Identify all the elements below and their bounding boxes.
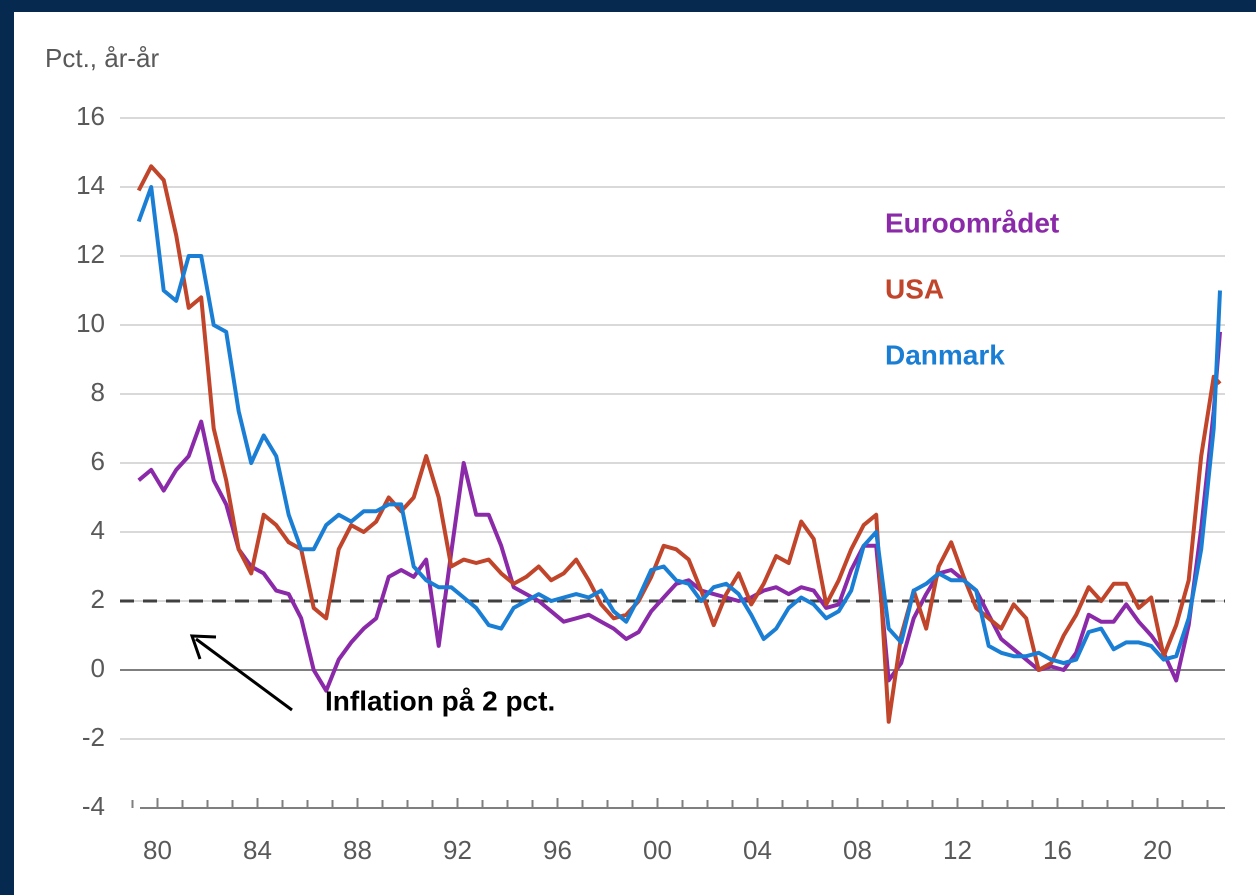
x-tick-label: 88 xyxy=(343,835,372,865)
panel xyxy=(14,12,1256,895)
x-tick-label: 80 xyxy=(143,835,172,865)
x-tick-label: 16 xyxy=(1043,835,1072,865)
arrow xyxy=(195,637,293,712)
y-tick-label: 10 xyxy=(76,308,105,338)
x-tick-label: 84 xyxy=(243,835,272,865)
y-tick-label: 4 xyxy=(91,515,105,545)
arrow-head xyxy=(189,634,217,660)
x-tick-label: 20 xyxy=(1143,835,1172,865)
x-tick-label: 08 xyxy=(843,835,872,865)
y-tick-label: -4 xyxy=(82,791,105,821)
annotation: Inflation på 2 pct. xyxy=(325,685,555,716)
x-tick-label: 92 xyxy=(443,835,472,865)
x-tick-label: 04 xyxy=(743,835,772,865)
y-tick-label: 2 xyxy=(91,584,105,614)
series-line xyxy=(136,185,1222,666)
y-tick-label: -2 xyxy=(82,722,105,752)
legend-label: Danmark xyxy=(885,339,1005,370)
y-tick-label: 16 xyxy=(76,101,105,131)
x-tick-label: 12 xyxy=(943,835,972,865)
y-tick-label: 8 xyxy=(91,377,105,407)
legend-label: Euroområdet xyxy=(885,207,1059,238)
x-tick-label: 96 xyxy=(543,835,572,865)
y-axis-label: Pct., år-år xyxy=(45,43,159,73)
x-tick-label: 00 xyxy=(643,835,672,865)
y-tick-label: 14 xyxy=(76,170,105,200)
y-tick-label: 12 xyxy=(76,239,105,269)
y-tick-label: 6 xyxy=(91,446,105,476)
y-tick-label: 0 xyxy=(91,653,105,683)
legend-label: USA xyxy=(885,273,944,304)
series-line xyxy=(136,164,1222,724)
plot: -4 -2 0 2 4 6 8 10 12 14 16 80 84 88 92 96 00 04 08 12 16 20 E… xyxy=(76,101,1225,865)
